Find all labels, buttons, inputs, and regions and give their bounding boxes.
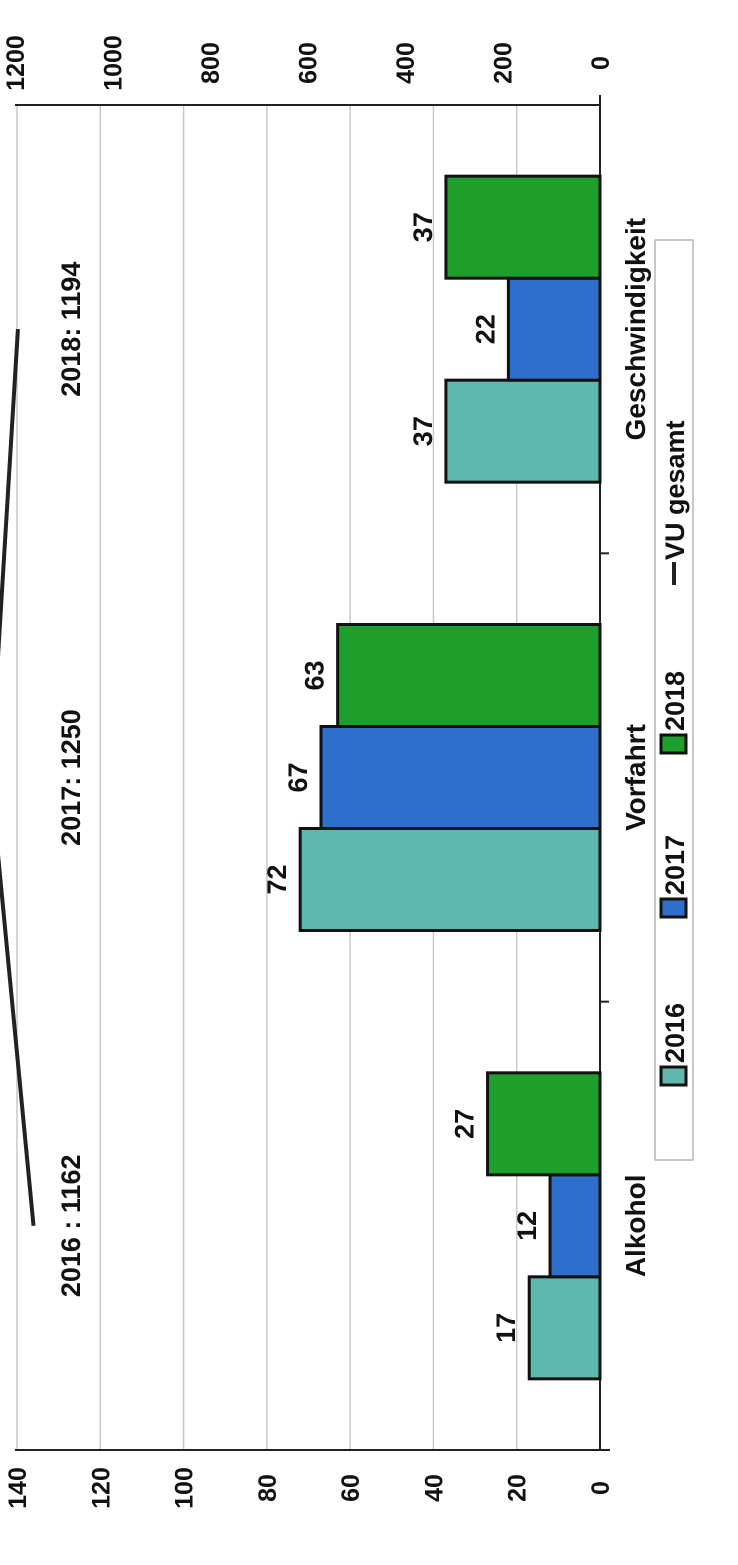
legend-swatch-2016 [659,1065,688,1087]
bar-2016-alkohol [527,1275,602,1381]
primary-tick-label: 120 [87,1467,115,1509]
bars [298,174,602,1381]
category-label: Alkohol [620,1174,651,1277]
secondary-tick-label: 800 [197,42,225,84]
primary-tick-label: 20 [504,1474,532,1502]
line-annotation: 2016 : 1162 [56,1155,86,1298]
data-label: 27 [450,1109,480,1139]
data-label: 22 [470,314,500,344]
data-label: 63 [300,660,330,690]
secondary-axis-ticks: 0 200 400 600 800 1000 1200 [2,35,615,91]
secondary-tick-label: 400 [392,42,420,84]
bar-2016-geschwindigkeit [444,378,602,484]
primary-tick-label: 60 [337,1474,365,1502]
data-label: 17 [491,1313,521,1343]
rotated-chart-group: 17 12 27 72 67 63 37 22 37 Alkohol Vorfahrt Geschw… [0,95,694,1451]
legend: 2016 2017 2018 VU gesamt [654,239,694,1161]
legend-box [654,239,694,1161]
bar-2017-alkohol [548,1173,602,1279]
total-line [0,329,36,1227]
vu-gesamt-line [0,329,36,1227]
bar-2018-alkohol [486,1071,602,1177]
line-annotations: 2016 : 1162 2017: 1250 2018: 1194 [56,262,86,1298]
primary-tick-label: 0 [587,1481,615,1495]
data-label: 72 [262,864,292,894]
secondary-tick-label: 0 [587,56,615,70]
secondary-tick-label: 200 [490,42,518,84]
legend-swatch-2018 [659,733,688,755]
secondary-tick-label: 1000 [100,35,128,91]
legend-label: 2018 [660,671,690,731]
legend-label: 2016 [660,1003,690,1063]
bar-2016-vorfahrt [298,827,602,932]
bar-2017-vorfahrt [319,725,602,830]
primary-axis-ticks: 0 20 40 60 80 100 120 140 [4,1467,615,1509]
line-annotation: 2018: 1194 [56,262,86,397]
primary-tick-label: 80 [254,1474,282,1502]
primary-tick-label: 140 [4,1467,32,1509]
data-label: 12 [512,1211,542,1241]
line-annotation: 2017: 1250 [56,709,86,846]
legend-label: 2017 [660,835,690,895]
primary-tick-label: 100 [171,1467,199,1509]
legend-label: VU gesamt [660,420,690,560]
secondary-tick-label: 1200 [2,35,30,91]
data-labels: 17 12 27 72 67 63 37 22 37 [262,212,542,1343]
primary-tick-label: 40 [420,1474,448,1502]
bar-2018-geschwindigkeit [444,174,602,280]
category-label: Geschwindigkeit [620,218,651,441]
secondary-tick-label: 600 [295,42,323,84]
data-label: 37 [408,416,438,446]
data-label: 37 [408,212,438,242]
bar-2018-vorfahrt [336,623,602,728]
category-labels: Alkohol Vorfahrt Geschwindigkeit [620,218,651,1277]
legend-swatch-2017 [659,897,688,919]
data-label: 67 [283,762,313,792]
category-label: Vorfahrt [620,724,651,831]
bar-2017-geschwindigkeit [506,276,602,382]
